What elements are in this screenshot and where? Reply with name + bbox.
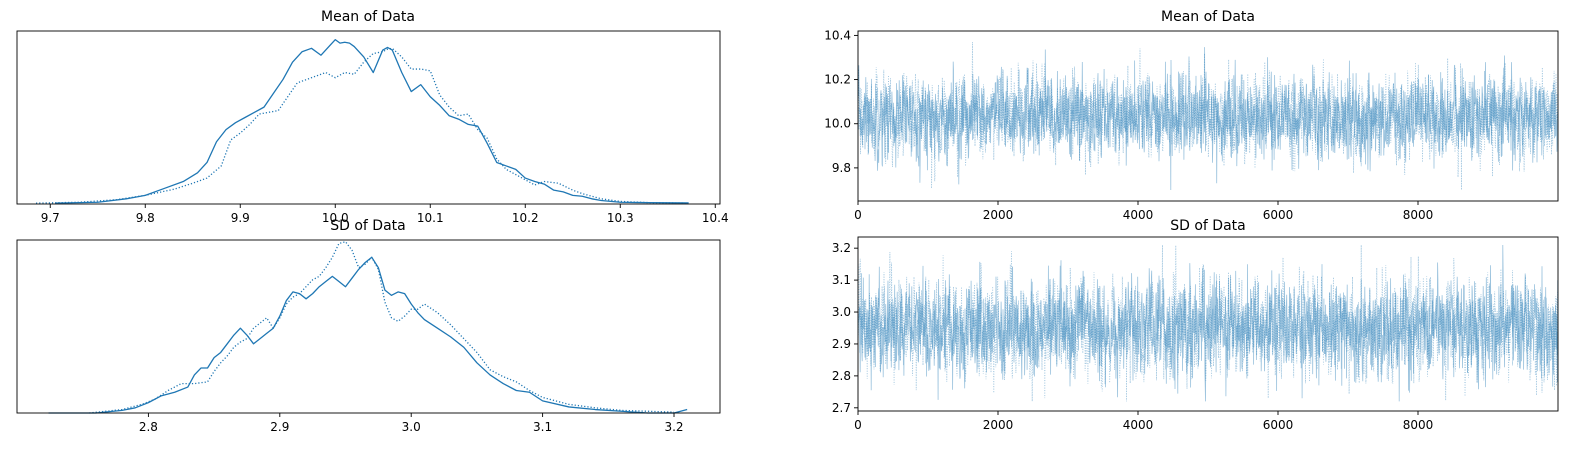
y-tick-label: 3.1 [832,273,851,287]
x-tick-label: 8000 [1403,418,1434,432]
panel-sd-trace: 0 2000 4000 6000 8000 2.7 2.8 2.9 3.0 3.1 3.2 SD of… [832,218,1559,432]
y-tick-label: 10.4 [824,28,851,42]
x-tick-label: 9.7 [41,211,60,225]
y-tick-label: 2.8 [832,369,851,383]
axes-frame [16,30,721,205]
x-tick-label: 3.1 [533,420,552,434]
y-tick-label: 10.2 [824,73,851,87]
kde-line-solid [48,256,688,414]
x-tick-label: 0 [854,208,862,222]
panel-mean-kde: 9.7 9.8 9.9 10.0 10.1 10.2 10.3 10.4 Mean of Dat… [16,9,729,225]
x-tick-label: 4000 [1123,418,1154,432]
axes-frame [857,236,1559,412]
kde-line-dotted [89,241,675,414]
x-tick-label: 3.0 [402,420,421,434]
panel-sd-kde: 2.8 2.9 3.0 3.1 3.2 SD of Data [16,218,721,434]
x-tick-label: 9.9 [231,211,250,225]
panel-mean-trace: 0 2000 4000 6000 8000 9.8 10.0 10.2 10.4 Mean of … [824,9,1559,222]
x-tick-label: 2.9 [270,420,289,434]
x-tick-label: 2000 [983,208,1014,222]
x-tick-label: 2.8 [139,420,158,434]
x-tick-label: 10.3 [607,211,634,225]
x-tick-label: 2000 [983,418,1014,432]
y-tick-label: 2.9 [832,337,851,351]
x-tick-label: 3.2 [664,420,683,434]
trace-line-dotted [857,244,1559,402]
chart-title: Mean of Data [321,9,415,25]
x-tick-label: 8000 [1403,208,1434,222]
x-tick-label: 0 [854,418,862,432]
trace-line-solid [857,244,1559,402]
chart-title: SD of Data [330,218,406,234]
kde-line-solid [54,39,689,204]
x-tick-label: 10.0 [322,211,349,225]
x-tick-label: 10.2 [512,211,539,225]
x-tick-label: 6000 [1263,418,1294,432]
x-tick-label: 6000 [1263,208,1294,222]
axes-frame [16,239,721,414]
y-tick-label: 3.0 [832,305,851,319]
axes-frame [857,30,1559,202]
x-tick-label: 10.1 [417,211,444,225]
x-tick-label: 4000 [1123,208,1154,222]
trace-line-dotted [857,41,1559,190]
chart-title: SD of Data [1170,218,1246,234]
y-tick-label: 10.0 [824,117,851,131]
y-tick-label: 2.7 [832,401,851,415]
y-tick-label: 9.8 [832,161,851,175]
trace-line-solid [857,47,1559,191]
chart-title: Mean of Data [1161,9,1255,25]
x-tick-label: 10.4 [702,211,729,225]
x-tick-label: 9.8 [136,211,155,225]
y-tick-label: 3.2 [832,241,851,255]
kde-line-dotted [35,47,687,204]
